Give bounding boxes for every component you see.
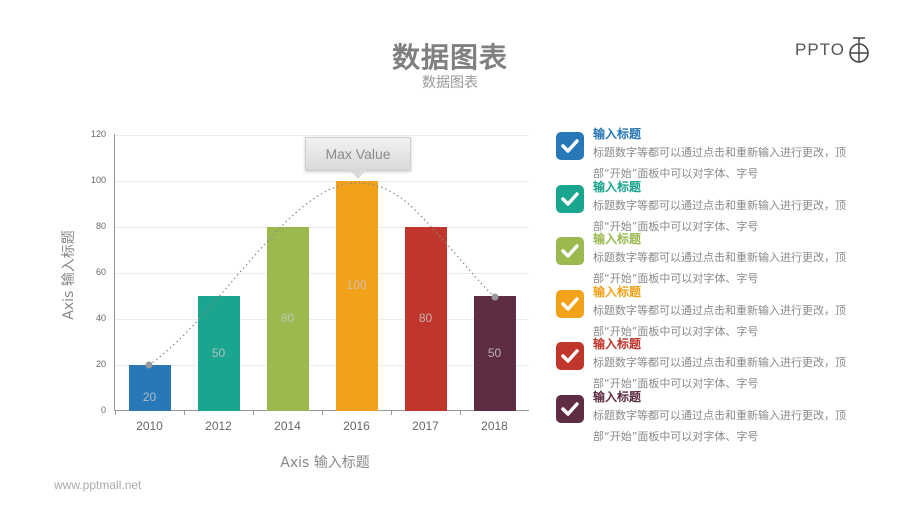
x-tick-mark [184, 411, 185, 415]
checkbox-checked-icon [556, 342, 584, 370]
gridline [115, 227, 529, 228]
logo-text: PPTO [795, 40, 845, 59]
legend-item-desc: 标题数字等都可以通过点击和重新输入进行更改，顶部“开始”面板中可以对字体、字号 [593, 409, 846, 443]
footer-url: www.pptmall.net [54, 478, 142, 492]
legend-item-desc: 标题数字等都可以通过点击和重新输入进行更改，顶部“开始”面板中可以对字体、字号 [593, 199, 846, 233]
x-tick-mark [460, 411, 461, 415]
legend-item-title: 输入标题 [593, 337, 642, 351]
x-tick-mark [253, 411, 254, 415]
legend-item-desc: 标题数字等都可以通过点击和重新输入进行更改，顶部“开始”面板中可以对字体、字号 [593, 304, 846, 338]
legend-item-title: 输入标题 [593, 285, 642, 299]
legend-item: 输入标题标题数字等都可以通过点击和重新输入进行更改，顶部“开始”面板中可以对字体… [556, 179, 856, 233]
bar-2018: 50 [473, 296, 516, 411]
gridline [115, 135, 529, 136]
bar-2012: 50 [197, 296, 240, 411]
bar-value-label: 20 [142, 390, 157, 404]
bar-2014: 80 [266, 227, 309, 411]
checkbox-checked-icon [556, 237, 584, 265]
max-value-callout: Max Value [305, 137, 411, 179]
x-tick-label: 2018 [481, 419, 508, 433]
logo: PPTO [795, 36, 875, 66]
legend-item: 输入标题标题数字等都可以通过点击和重新输入进行更改，顶部“开始”面板中可以对字体… [556, 126, 856, 180]
y-tick-label: 20 [95, 359, 106, 369]
x-axis-title: Axis 输入标题 [280, 455, 370, 471]
x-tick-label: 2016 [343, 419, 370, 433]
y-tick-label: 80 [95, 221, 106, 231]
x-tick-label: 2014 [274, 419, 301, 433]
x-axis-line [114, 410, 529, 411]
checkbox-checked-icon [556, 290, 584, 318]
bar-2016: 100 [335, 181, 378, 411]
y-tick-label: 120 [90, 129, 106, 139]
y-tick-label: 100 [90, 175, 106, 185]
checkbox-checked-icon [556, 185, 584, 213]
x-tick-mark [115, 411, 116, 415]
page-title: 数据图表 [391, 41, 508, 74]
legend-item-title: 输入标题 [593, 390, 642, 404]
legend-item: 输入标题标题数字等都可以通过点击和重新输入进行更改，顶部“开始”面板中可以对字体… [556, 231, 856, 285]
checkbox-checked-icon [556, 395, 584, 423]
x-tick-label: 2017 [412, 419, 439, 433]
bar-value-label: 50 [487, 345, 502, 360]
y-axis-line [114, 134, 115, 411]
bar-chart: 0 20 40 60 80 100 120 20 2010 50 2012 80 2014 100 201… [61, 129, 529, 471]
gridline [115, 273, 529, 274]
legend-item-desc: 标题数字等都可以通过点击和重新输入进行更改，顶部“开始”面板中可以对字体、字号 [593, 251, 846, 285]
gridline [115, 181, 529, 182]
gridline [115, 319, 529, 320]
x-tick-mark [391, 411, 392, 415]
legend-item: 输入标题标题数字等都可以通过点击和重新输入进行更改，顶部“开始”面板中可以对字体… [556, 336, 856, 390]
legend-item-title: 输入标题 [593, 127, 642, 141]
bar-value-label: 80 [280, 311, 295, 325]
bar-value-label: 100 [346, 278, 367, 292]
x-tick-label: 2010 [136, 419, 163, 433]
bar-value-label: 50 [211, 345, 226, 360]
page-subtitle: 数据图表 [422, 75, 478, 91]
y-axis-title: Axis 输入标题 [61, 230, 77, 320]
legend-item-desc: 标题数字等都可以通过点击和重新输入进行更改，顶部“开始”面板中可以对字体、字号 [593, 356, 846, 390]
x-tick-mark [322, 411, 323, 415]
legend-item: 输入标题标题数字等都可以通过点击和重新输入进行更改，顶部“开始”面板中可以对字体… [556, 284, 856, 338]
x-tick-label: 2012 [205, 419, 232, 433]
gridline [115, 365, 529, 366]
bar-2017: 80 [404, 227, 447, 411]
legend-item-title: 输入标题 [593, 232, 642, 246]
trend-curve [145, 182, 499, 369]
y-tick-label: 0 [100, 405, 106, 415]
legend-item: 输入标题标题数字等都可以通过点击和重新输入进行更改，顶部“开始”面板中可以对字体… [556, 389, 856, 443]
circle-cross-icon [849, 37, 869, 63]
y-tick-label: 60 [95, 267, 106, 277]
legend-item-desc: 标题数字等都可以通过点击和重新输入进行更改，顶部“开始”面板中可以对字体、字号 [593, 146, 846, 180]
y-tick-label: 40 [95, 313, 106, 323]
bar-value-label: 80 [418, 311, 433, 325]
checkbox-checked-icon [556, 132, 584, 160]
legend-item-title: 输入标题 [593, 180, 642, 194]
bar-2010: 20 [128, 365, 171, 411]
